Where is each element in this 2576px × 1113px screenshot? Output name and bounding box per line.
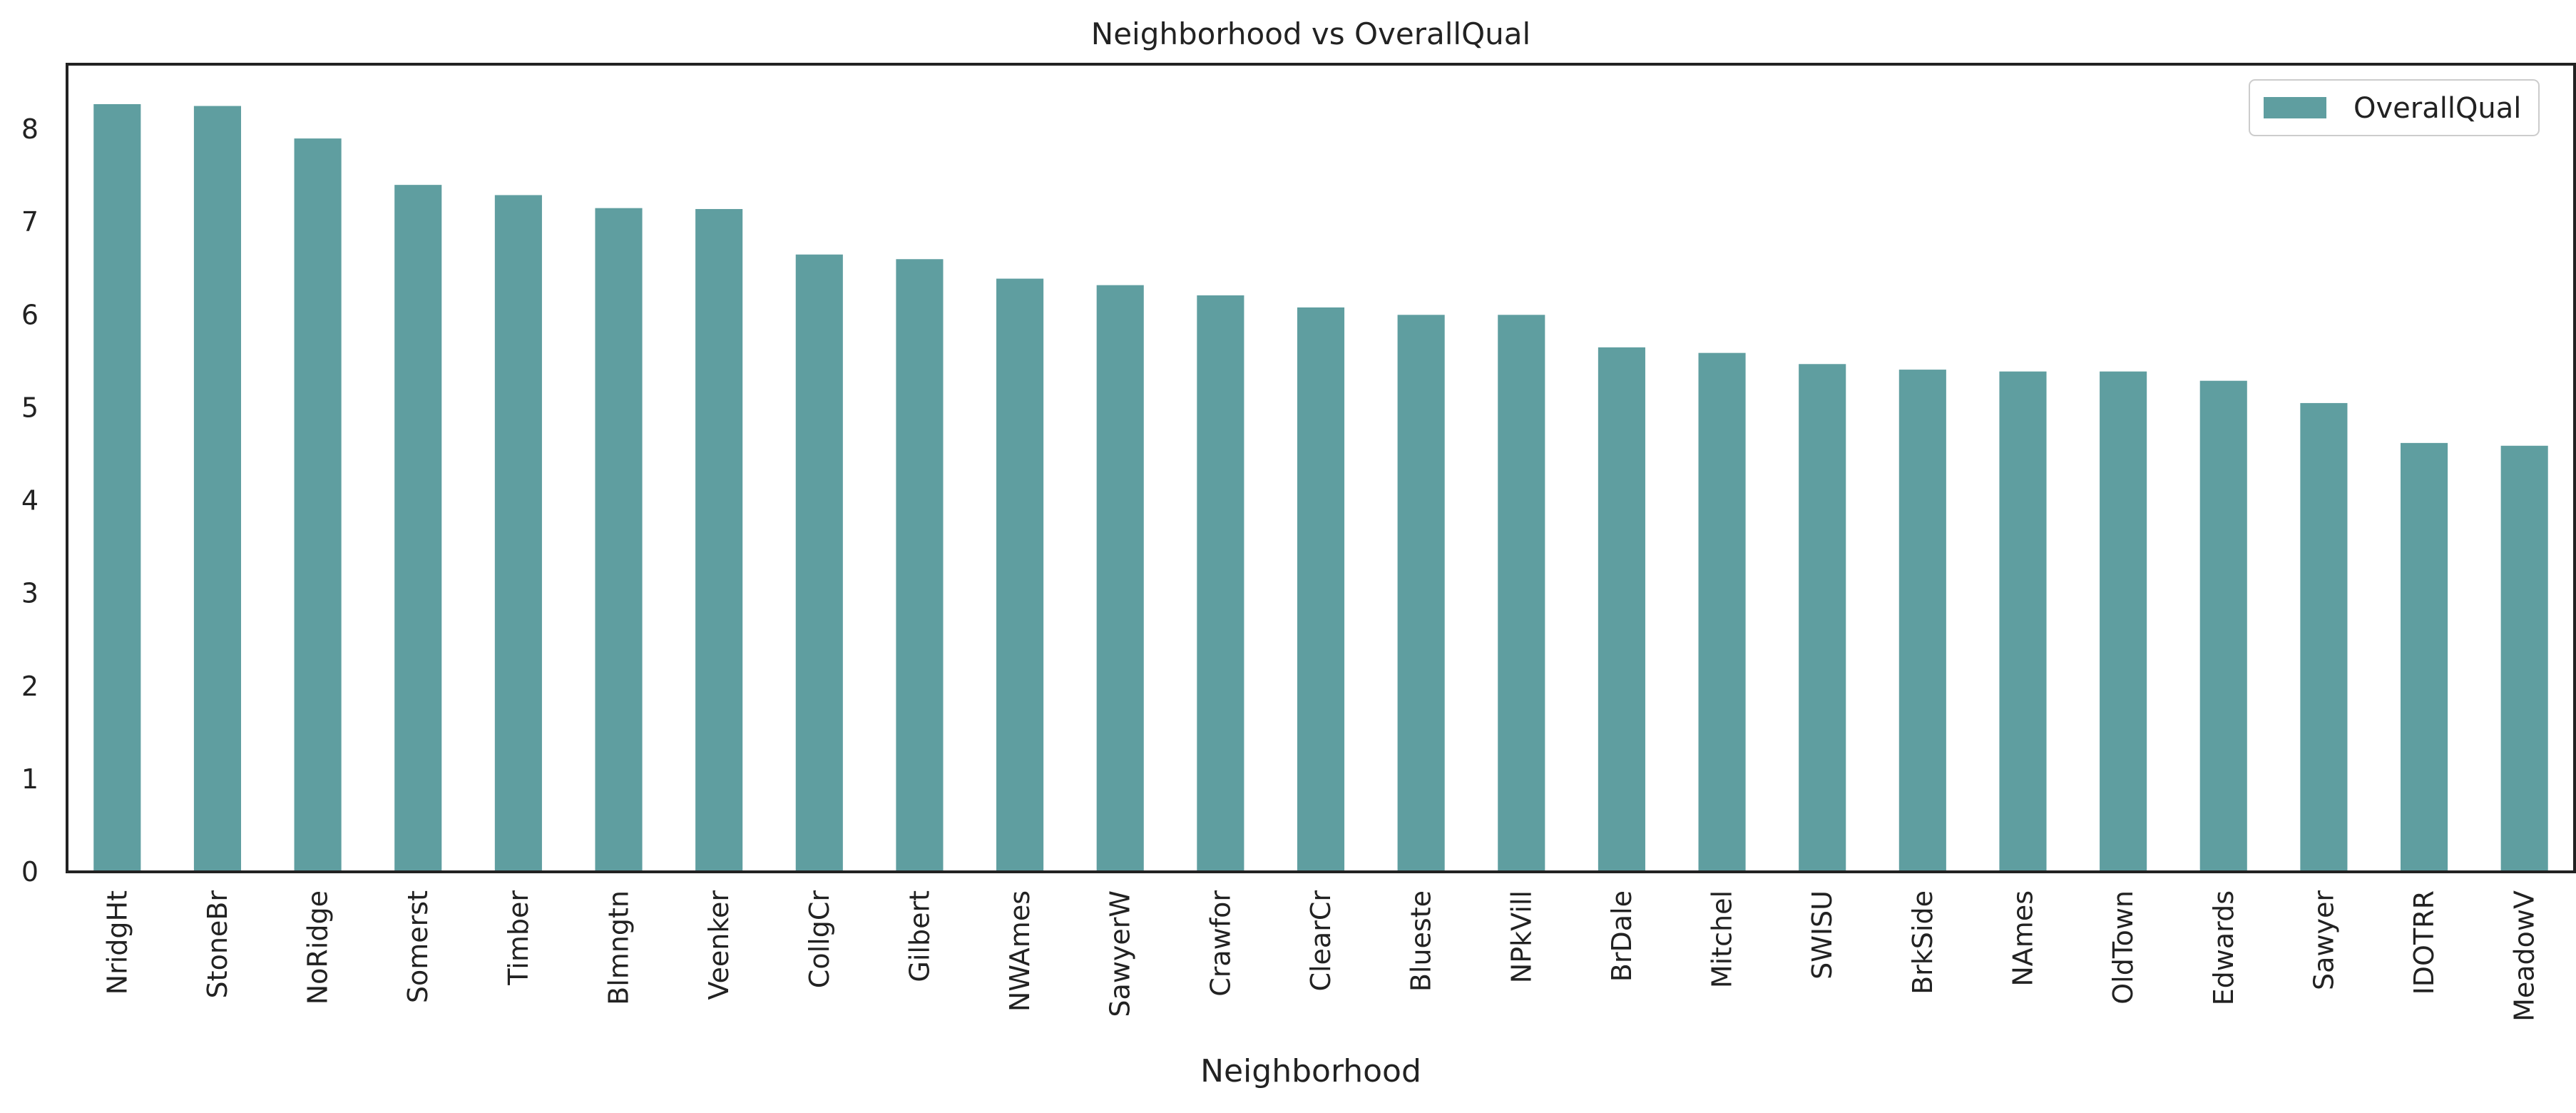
y-tick-label: 5: [21, 392, 39, 423]
bar-noridge: [294, 138, 342, 873]
x-tick-label: Crawfor: [1205, 890, 1236, 997]
x-tick-label: OldTown: [2107, 890, 2139, 1005]
bar-meadowv: [2500, 445, 2548, 872]
x-tick-label: SawyerW: [1105, 890, 1136, 1017]
bar-names: [1999, 371, 2047, 872]
bars-group: [93, 103, 2548, 873]
bar-mitchel: [1698, 352, 1746, 872]
x-tick-label: StoneBr: [202, 890, 233, 999]
x-tick-label: NPkVill: [1506, 890, 1537, 983]
bar-npkvill: [1498, 315, 1545, 873]
legend: OverallQual: [2249, 79, 2540, 136]
bar-oldtown: [2100, 371, 2147, 872]
bar-collgcr: [795, 254, 843, 873]
bar-sawyer: [2300, 402, 2348, 872]
x-tick-label: BrkSide: [1907, 890, 1938, 995]
x-axis: NridgHt StoneBr NoRidge Somerst Timber Blmngt…: [101, 890, 2540, 1022]
legend-label: OverallQual: [2353, 92, 2521, 125]
x-tick-label: Sawyer: [2308, 890, 2339, 990]
y-tick-label: 6: [21, 299, 39, 330]
x-tick-label: SWISU: [1806, 890, 1838, 980]
bar-swisu: [1799, 364, 1846, 873]
x-tick-label: IDOTRR: [2408, 890, 2440, 995]
bar-crawfor: [1197, 295, 1244, 872]
bar-idotrr: [2400, 442, 2448, 872]
bar-brdale: [1598, 347, 1645, 872]
y-tick-label: 2: [21, 671, 39, 702]
x-tick-label: NAmes: [2007, 890, 2038, 987]
x-tick-label: Timber: [503, 890, 534, 986]
bar-timber: [494, 195, 542, 873]
x-tick-label: MeadowV: [2509, 890, 2540, 1022]
bar-sawyerw: [1096, 285, 1144, 872]
bar-veenker: [695, 208, 743, 872]
y-tick-label: 1: [21, 763, 39, 795]
legend-swatch: [2264, 97, 2326, 118]
y-tick-label: 8: [21, 113, 39, 145]
bar-nridght: [93, 103, 141, 872]
bar-edwards: [2199, 380, 2247, 872]
x-tick-label: Edwards: [2208, 890, 2239, 1005]
x-tick-label: Somerst: [402, 890, 434, 1003]
x-tick-label: Blueste: [1406, 890, 1437, 992]
x-tick-label: NWAmes: [1004, 890, 1036, 1012]
x-tick-label: CollgCr: [804, 890, 835, 989]
x-tick-label: Blmngtn: [603, 890, 635, 1005]
x-tick-label: NoRidge: [302, 890, 334, 1005]
bar-somerst: [394, 185, 442, 872]
y-tick-label: 3: [21, 578, 39, 609]
x-tick-label: Gilbert: [904, 890, 935, 982]
x-tick-label: ClearCr: [1305, 890, 1336, 992]
bar-blueste: [1397, 315, 1445, 873]
bar-gilbert: [896, 259, 944, 872]
plot-frame: [66, 63, 2576, 873]
y-tick-label: 0: [21, 856, 39, 888]
x-tick-label: Mitchel: [1707, 890, 1738, 988]
y-tick-label: 4: [21, 485, 39, 517]
y-tick-label: 7: [21, 206, 39, 238]
x-tick-label: Veenker: [703, 890, 735, 1000]
x-axis-label: Neighborhood: [1200, 1053, 1421, 1089]
chart-title: Neighborhood vs OverallQual: [1091, 16, 1530, 51]
x-tick-label: BrDale: [1606, 890, 1637, 982]
legend-box: [2249, 79, 2540, 136]
bar-brkside: [1898, 370, 1946, 872]
x-tick-label: NridgHt: [101, 890, 133, 995]
bar-stonebr: [193, 106, 242, 872]
bar-nwames: [996, 278, 1044, 872]
bar-blmngtn: [595, 208, 643, 872]
y-axis: 0 1 2 3 4 5 6 7 8: [21, 113, 39, 888]
bar-clearcr: [1297, 307, 1345, 873]
